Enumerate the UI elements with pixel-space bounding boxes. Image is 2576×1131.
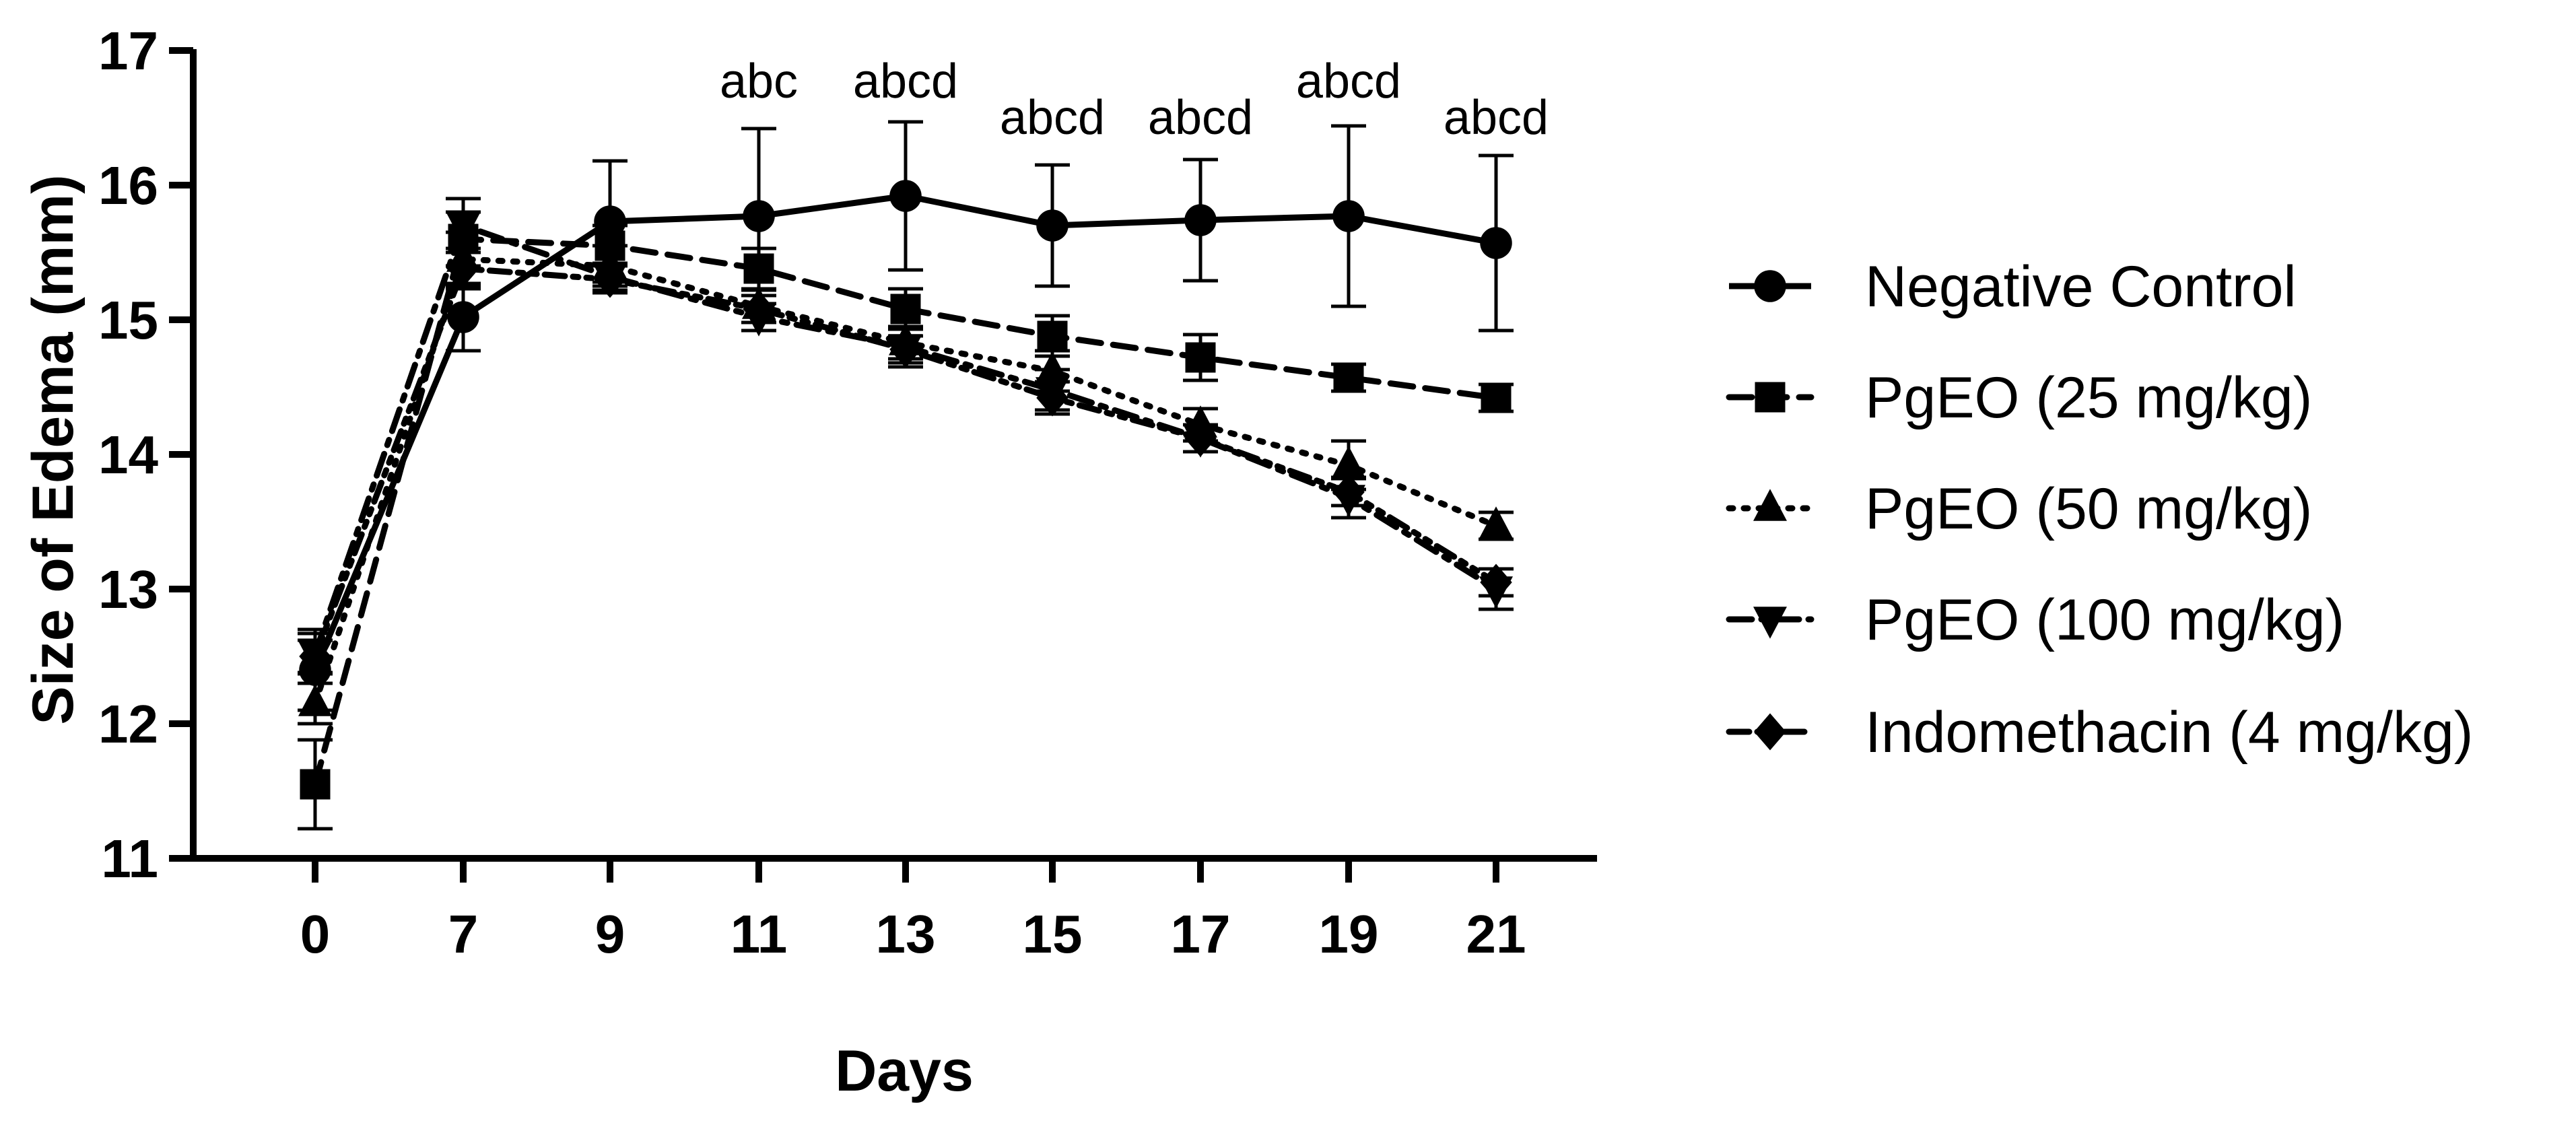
x-tick-label: 17 xyxy=(1171,904,1231,964)
data-point xyxy=(1479,576,1513,609)
series-negative-control xyxy=(298,120,1514,712)
significance-label: abcd xyxy=(1000,91,1105,145)
significance-label: abc xyxy=(720,55,798,108)
series-line xyxy=(312,265,1499,660)
data-point xyxy=(1480,227,1512,259)
data-point xyxy=(1479,506,1513,539)
series-group xyxy=(298,120,1514,831)
x-tick-label: 9 xyxy=(595,904,625,964)
data-point xyxy=(300,769,331,800)
data-point xyxy=(1036,351,1069,384)
significance-label: abcd xyxy=(853,55,958,108)
legend-marker xyxy=(1754,713,1786,751)
data-point xyxy=(594,205,626,238)
legend-label: Indomethacin (4 mg/kg) xyxy=(1865,700,2473,765)
x-axis-title: Days xyxy=(835,1039,974,1103)
y-axis-title: Size of Edema (mm) xyxy=(21,174,86,724)
legend-marker xyxy=(1755,382,1786,413)
data-point xyxy=(889,180,922,212)
data-point xyxy=(1332,446,1365,478)
y-tick-label: 14 xyxy=(98,425,158,485)
legend-marker xyxy=(1753,607,1787,639)
y-tick-label: 17 xyxy=(98,21,158,81)
data-point xyxy=(889,323,922,355)
x-tick-label: 7 xyxy=(448,904,479,964)
data-point xyxy=(890,294,921,324)
legend-item-indomethacin-4-mg-kg: Indomethacin (4 mg/kg) xyxy=(1726,700,2473,765)
data-point xyxy=(1481,382,1512,413)
x-tick-label: 11 xyxy=(731,904,788,964)
data-point xyxy=(1036,377,1069,409)
x-tick-label: 0 xyxy=(300,904,331,964)
legend-item-pgeo-100-mg-kg: PgEO (100 mg/kg) xyxy=(1726,588,2344,652)
y-tick-label: 11 xyxy=(101,829,158,889)
data-point xyxy=(1185,342,1216,373)
data-point xyxy=(299,654,331,686)
data-point xyxy=(1332,485,1365,517)
legend-marker xyxy=(1753,489,1787,521)
axes: 11 12 13 14 15 16 17 0 7 9 11 13 15 17 19 21 xyxy=(98,21,1597,964)
x-tick-label: 21 xyxy=(1466,904,1526,964)
significance-label: abcd xyxy=(1296,55,1401,108)
data-point xyxy=(743,200,775,232)
y-tick-label: 16 xyxy=(98,156,158,215)
legend-item-negative-control: Negative Control xyxy=(1729,254,2297,319)
significance-label: abcd xyxy=(1444,91,1549,145)
legend-label: Negative Control xyxy=(1865,254,2297,319)
x-tick-label: 13 xyxy=(876,904,936,964)
legend-marker xyxy=(1754,270,1786,302)
data-point xyxy=(1037,320,1068,351)
x-tick-label: 19 xyxy=(1319,904,1379,964)
x-tick-label: 15 xyxy=(1023,904,1083,964)
data-point xyxy=(1184,405,1217,438)
data-point xyxy=(1333,362,1364,393)
legend: Negative Control PgEO (25 mg/kg) PgEO (50 … xyxy=(1726,254,2473,765)
y-tick-label: 12 xyxy=(98,694,158,754)
legend-label: PgEO (100 mg/kg) xyxy=(1865,588,2344,652)
legend-item-pgeo-25-mg-kg: PgEO (25 mg/kg) xyxy=(1726,366,2312,430)
data-point xyxy=(448,224,479,254)
data-point xyxy=(1332,200,1365,232)
data-point xyxy=(1184,204,1217,236)
data-point xyxy=(1036,209,1069,242)
data-point xyxy=(447,301,479,333)
legend-item-pgeo-50-mg-kg: PgEO (50 mg/kg) xyxy=(1726,477,2312,541)
legend-label: PgEO (50 mg/kg) xyxy=(1865,477,2312,541)
significance-label: abcd xyxy=(1148,91,1253,145)
legend-label: PgEO (25 mg/kg) xyxy=(1865,366,2312,430)
significance-annotations: abc abcd abcd abcd abcd abcd xyxy=(720,55,1549,145)
y-tick-label: 15 xyxy=(98,290,158,350)
y-tick-label: 13 xyxy=(98,559,158,619)
